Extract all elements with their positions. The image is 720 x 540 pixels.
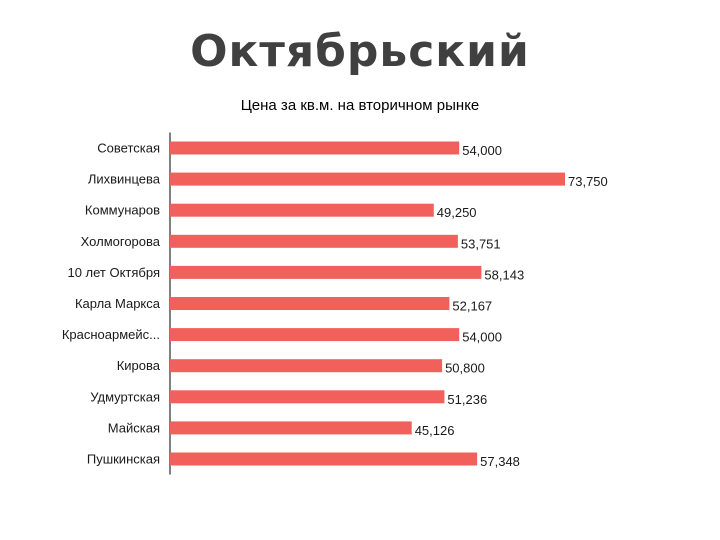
category-label: Холмогорова	[81, 234, 161, 249]
category-label: Кирова	[117, 358, 161, 373]
bar	[170, 328, 460, 342]
data-label: 53,751	[461, 236, 501, 251]
category-label: Советская	[97, 141, 160, 156]
data-label: 49,250	[437, 205, 477, 220]
chart-title: Цена за кв.м. на вторичном рынке	[240, 97, 480, 114]
bar	[170, 203, 434, 217]
bar	[170, 452, 478, 466]
bar	[170, 234, 458, 248]
bar	[170, 172, 565, 186]
category-label: Лихвинцева	[88, 172, 161, 187]
category-label: Коммунаров	[85, 203, 160, 218]
category-label: Пушкинская	[87, 452, 160, 467]
category-label: Карла Маркса	[75, 296, 161, 311]
data-label: 73,750	[568, 174, 608, 189]
data-label: 51,236	[447, 392, 487, 407]
data-label: 52,167	[452, 299, 492, 314]
slide-title: Октябрьский	[190, 26, 530, 77]
category-label: 10 лет Октября	[67, 265, 160, 280]
data-label: 54,000	[462, 143, 502, 158]
bar	[170, 421, 412, 435]
data-label: 54,000	[462, 330, 502, 345]
bar	[170, 297, 450, 310]
data-label: 57,348	[480, 454, 520, 469]
data-label: 58,143	[484, 267, 524, 282]
bar	[170, 359, 443, 373]
data-label: 45,126	[415, 423, 455, 438]
category-label: Красноармейс...	[62, 327, 160, 342]
data-label: 50,800	[445, 361, 485, 376]
category-label: Майская	[108, 420, 160, 435]
bar	[170, 390, 445, 404]
bar	[170, 141, 460, 155]
category-label: Удмуртская	[90, 389, 160, 404]
bar	[170, 265, 482, 279]
